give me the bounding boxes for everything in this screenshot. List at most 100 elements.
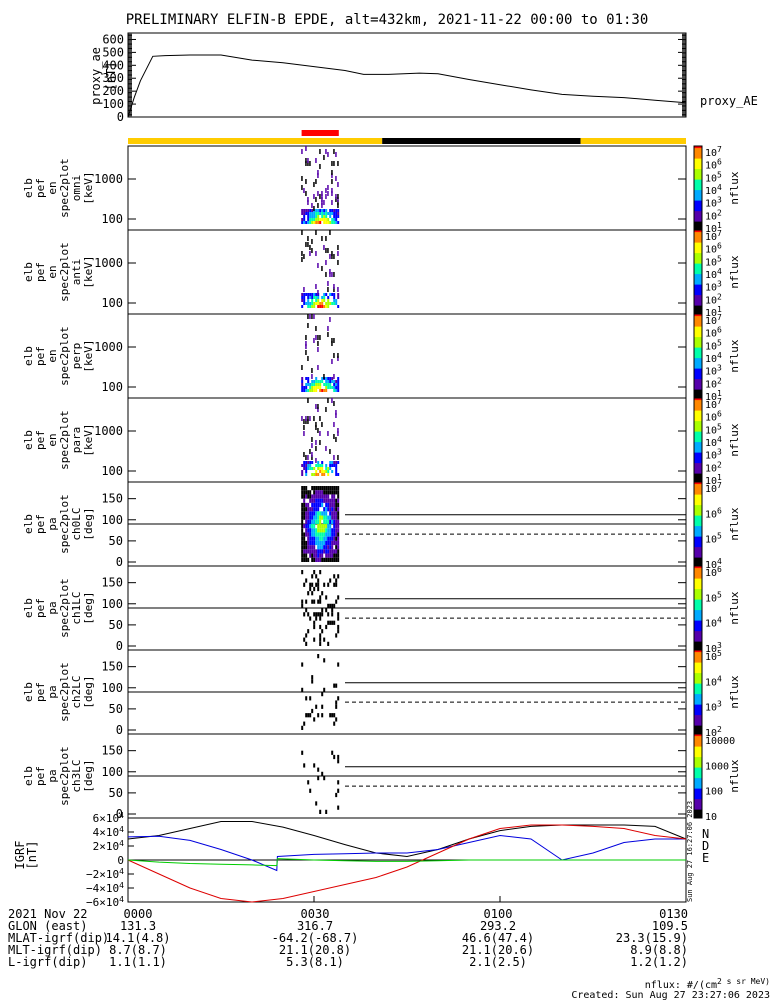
panel-ylabel: spec2plot [58,242,71,302]
heatmap-cell [301,305,304,308]
colorbar-cell [694,708,702,712]
heatmap-cell [325,149,327,154]
panel-frame [127,313,687,399]
heatmap-cell [333,524,336,529]
heatmap-cell [307,377,310,380]
heatmap-cell [309,389,312,392]
heatmap-cell [317,404,319,409]
heatmap-cell [319,515,322,520]
heatmap-cell [319,389,322,392]
heatmap-cell [311,209,314,212]
heatmap-cell [315,404,317,409]
heatmap-cell [305,507,308,512]
heatmap-cell [321,490,324,495]
colorbar-cell [694,194,702,197]
heatmap-cell [303,188,305,193]
colorbar-cell [694,269,702,273]
colorbar-cell [694,622,702,626]
heatmap-cell [313,532,316,537]
heatmap-cell [309,383,312,386]
colorbar-cell [694,404,702,407]
heatmap-cell [333,574,336,579]
heatmap-cell [311,528,314,533]
heatmap-cell [331,620,334,625]
heatmap-cell [311,221,314,224]
heatmap-cell [319,380,322,383]
colorbar-cell [694,700,702,703]
colorbar-cell [694,593,702,596]
colorbar-cell [694,425,702,428]
heatmap-cell [325,524,328,529]
heatmap-cell [307,383,310,386]
heatmap-cell [325,209,328,212]
heatmap-cell [301,221,304,224]
heatmap-cell [311,218,314,221]
heatmap-cell [301,502,304,508]
colorbar-cell [694,725,702,729]
heatmap-cell [321,266,323,271]
colorbar-cell [694,181,702,185]
heatmap-cell [301,473,304,476]
heatmap-cell [313,206,315,211]
heatmap-cell [317,263,319,268]
colorbar-cell [694,757,702,760]
colorbar-cell [694,276,702,279]
colorbar-cell [694,383,702,386]
heatmap-cell [311,299,314,302]
heatmap-cell [309,507,312,512]
heatmap-cell [337,383,340,386]
heatmap-cell [315,218,318,221]
heatmap-cell [333,464,336,467]
heatmap-cell [325,507,328,512]
colorbar-frame [693,733,703,819]
heatmap-cell [317,173,319,178]
colorbar-cell [694,188,702,191]
panel-ylabel: spec2plot [58,578,71,638]
heatmap-cell [315,296,318,299]
heatmap-cell [329,209,332,212]
heatmap-cell [319,494,322,499]
heatmap-cell [333,212,336,215]
colorbar-cell [694,759,702,762]
colorbar-cell [694,807,702,811]
panel-ylabel: pef [34,766,47,786]
heatmap-cell [315,574,318,579]
colorbar-cell [694,219,702,223]
colorbar-cell [694,664,702,668]
heatmap-cell [305,212,308,215]
heatmap-cell [307,236,309,241]
heatmap-cell [335,717,338,722]
colorbar-cell [694,158,702,162]
heatmap-cell [319,305,322,308]
colorbar-cell [694,251,702,254]
heatmap-cell [337,212,340,215]
colorbar-cell [694,482,702,485]
heatmap-cell [335,194,337,199]
heatmap-cell [305,209,308,212]
heatmap-cell [325,305,328,308]
colorbar-cell [694,274,702,277]
heatmap-cell [323,383,326,386]
heatmap-cell [313,553,316,558]
heatmap-cell [303,545,306,550]
colorbar-label: 106 [705,158,722,172]
footer-cell: 21.1(20.8) [279,943,351,957]
heatmap-cell [311,545,314,550]
heatmap-cell [327,473,330,476]
heatmap-cell [337,380,340,383]
colorbar-label: 104 [705,674,722,688]
heatmap-cell [305,490,308,495]
heatmap-cell [327,490,330,495]
heatmap-cell [329,536,332,541]
heatmap-cell [329,464,332,467]
colorbar-label: 101 [705,389,722,403]
colorbar-cell [694,314,702,317]
colorbar-cell [694,769,702,773]
heatmap-cell [301,524,304,529]
colorbar-cell [694,782,702,785]
heatmap-cell [305,557,308,562]
heatmap-cell [329,269,331,274]
orbit-bar-segment [382,138,581,144]
heatmap-cell [325,557,328,562]
colorbar-cell [694,341,702,344]
